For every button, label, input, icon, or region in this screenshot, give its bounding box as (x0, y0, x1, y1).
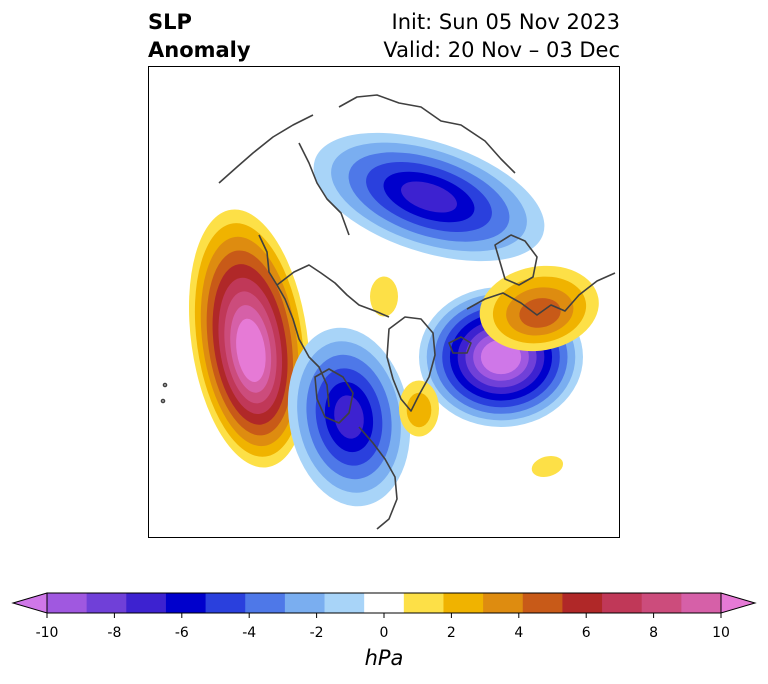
colorbar-bin (483, 593, 524, 613)
colorbar-bin (443, 593, 484, 613)
colorbar-bin (165, 593, 207, 613)
colorbar-tick-label: 2 (446, 625, 456, 641)
anomaly-canada-low (287, 327, 411, 507)
anomaly-contour (370, 276, 398, 317)
colorbar-tick-label: -4 (242, 625, 257, 641)
colorbar-cells (47, 593, 722, 613)
anomaly-north-atlantic-low (419, 287, 583, 427)
colorbar-tick-label: 10 (712, 625, 730, 641)
colorbar-max-arrow (721, 593, 755, 613)
colorbar-bin (602, 593, 643, 613)
colorbar-bin (522, 593, 563, 613)
colorbar-bin (681, 593, 722, 613)
colorbar-tick-label: -2 (309, 625, 324, 641)
colorbar-tick-marks (46, 613, 722, 618)
colorbar-min-arrow (13, 593, 47, 613)
colorbar-bin (126, 593, 167, 613)
slp-anomaly-map (160, 94, 616, 530)
anomaly-fields (188, 132, 599, 507)
colorbar-bin (86, 593, 127, 613)
anomaly-north-pacific-high (188, 209, 310, 468)
colorbar-bin (284, 593, 326, 613)
colorbar-bin (403, 593, 444, 613)
colorbar-tick-label: 6 (581, 625, 591, 641)
colorbar-max-outline (720, 592, 757, 614)
anomaly-contour (531, 455, 564, 477)
anomaly-contour (406, 392, 432, 428)
colorbar-unit-label: hPa (364, 646, 404, 670)
valid-period: Valid: 20 Nov – 03 Dec (383, 38, 620, 62)
anomaly-scandinavia-high (479, 265, 599, 352)
anomaly-greenland-high (399, 380, 439, 437)
colorbar-tick-label: -6 (174, 625, 189, 641)
colorbar-tick-label: -8 (107, 625, 122, 641)
map-title: SLP Anomaly (148, 8, 251, 64)
colorbar-tick-label: 0 (379, 625, 389, 641)
anomaly-siberia-low (313, 132, 545, 262)
colorbar-bin (364, 593, 405, 613)
coastlines (160, 94, 616, 530)
anomaly-contour (488, 346, 514, 368)
forecast-info: Init: Sun 05 Nov 2023 Valid: 20 Nov – 03… (383, 8, 620, 64)
colorbar-tick-label: -10 (35, 625, 59, 641)
colorbar-bin (324, 593, 365, 613)
title-line-2: Anomaly (148, 38, 251, 62)
colorbar-bin (641, 593, 682, 613)
colorbar-tick-label: 8 (649, 625, 659, 641)
colorbar-bin (245, 593, 286, 613)
init-date: Init: Sun 05 Nov 2023 (391, 10, 620, 34)
anomaly-contour (241, 332, 261, 372)
anomaly-contour (401, 181, 457, 213)
colorbar-bin (47, 593, 88, 613)
anomaly-minor (370, 276, 398, 317)
anomaly-minor (531, 455, 564, 477)
colorbar-tick-label: 4 (514, 625, 524, 641)
map-panel (148, 66, 620, 538)
colorbar-bin (562, 593, 603, 613)
colorbar (11, 592, 757, 618)
colorbar-min-outline (11, 592, 48, 614)
colorbar-bin (205, 593, 246, 613)
anomaly-contour (334, 395, 364, 439)
title-line-1: SLP (148, 10, 192, 34)
